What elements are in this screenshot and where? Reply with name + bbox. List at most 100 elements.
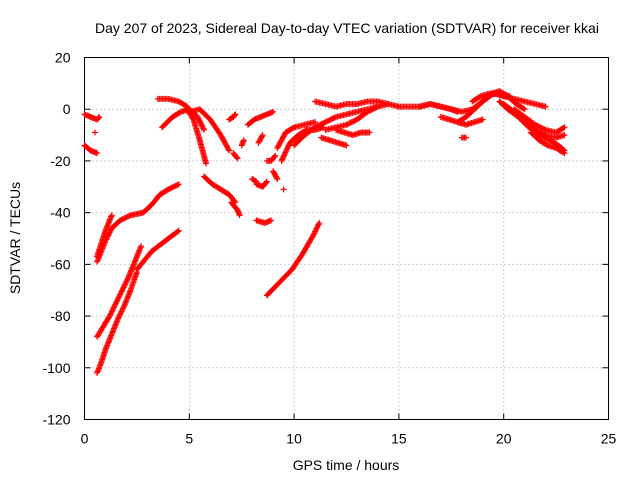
data-point: [270, 108, 277, 115]
series-arc-q: [238, 137, 247, 149]
data-point: [561, 150, 568, 157]
data-point: [367, 107, 374, 114]
series-arc-x: [270, 168, 281, 183]
series-arc-l: [186, 106, 233, 154]
data-point: [532, 121, 539, 128]
data-point: [200, 126, 207, 133]
x-axis-label: GPS time / hours: [293, 457, 400, 473]
data-point: [117, 217, 124, 224]
data-point: [285, 142, 292, 149]
data-point: [91, 129, 98, 136]
data-point: [325, 117, 332, 124]
data-point: [259, 132, 266, 139]
data-point: [385, 101, 392, 108]
data-point: [314, 123, 321, 130]
data-point: [346, 120, 353, 127]
data-point: [351, 117, 358, 124]
data-point: [123, 214, 130, 221]
data-point: [538, 124, 545, 131]
series-arc-p: [230, 150, 241, 162]
data-point: [171, 183, 178, 190]
series-arc-u: [253, 178, 270, 190]
data-point: [541, 126, 548, 133]
data-point: [174, 181, 181, 188]
data-point: [561, 124, 568, 131]
data-point: [326, 117, 333, 124]
data-point: [364, 108, 371, 115]
data-point: [329, 115, 336, 122]
series-arc-ac: [291, 103, 381, 149]
data-point: [124, 213, 131, 220]
data-point: [232, 111, 239, 118]
series-arc-h: [133, 227, 182, 273]
data-point: [561, 132, 568, 139]
data-point: [330, 115, 337, 122]
data-point: [520, 105, 527, 112]
data-point: [279, 155, 286, 162]
data-point: [289, 125, 296, 132]
data-point: [126, 212, 133, 219]
data-point: [348, 119, 355, 126]
data-point: [347, 119, 354, 126]
data-point: [119, 216, 126, 223]
data-point: [240, 137, 247, 144]
data-point: [272, 152, 279, 159]
data-point: [533, 122, 540, 129]
data-point: [231, 112, 238, 119]
data-point: [462, 134, 469, 141]
data-point: [368, 106, 375, 113]
x-tick-label: 25: [601, 431, 617, 447]
x-tick-label: 5: [185, 431, 193, 447]
data-point: [321, 119, 328, 126]
data-point: [323, 118, 330, 125]
series-arc-ae: [322, 101, 392, 133]
y-tick-label: -60: [50, 256, 70, 272]
series-arc-o: [228, 199, 243, 219]
data-point: [183, 102, 190, 109]
series-arc-v: [255, 132, 266, 146]
y-tick-label: -120: [42, 412, 70, 428]
data-point: [94, 150, 101, 157]
series-arc-w: [263, 152, 279, 164]
data-point: [268, 217, 275, 224]
data-point: [316, 219, 323, 226]
data-point: [282, 149, 289, 156]
y-tick-label: -100: [42, 360, 70, 376]
series-arc-c: [91, 129, 98, 136]
data-point: [170, 183, 177, 190]
data-point: [373, 104, 380, 111]
y-tick-label: 0: [63, 101, 71, 117]
data-point: [479, 116, 486, 123]
data-point: [312, 119, 319, 126]
series-arc-n: [226, 111, 239, 123]
data-point: [236, 212, 243, 219]
data-point: [122, 214, 129, 221]
series-arc-b: [81, 142, 101, 157]
data-point: [175, 227, 182, 234]
series-arc-i: [159, 106, 207, 133]
chart-title: Day 207 of 2023, Sidereal Day-to-day VTE…: [95, 20, 599, 36]
data-point: [226, 147, 233, 154]
x-tick-label: 20: [496, 431, 512, 447]
data-point: [318, 121, 325, 128]
series-arc-t: [253, 217, 275, 226]
data-point: [169, 184, 176, 191]
series-arc-as: [527, 129, 568, 157]
data-point: [174, 228, 181, 235]
data-point: [369, 106, 376, 113]
plot-frame: [84, 57, 609, 420]
series-arc-y: [280, 186, 287, 193]
data-point: [331, 114, 338, 121]
data-point: [533, 127, 540, 134]
data-point: [225, 146, 232, 153]
data-point: [281, 150, 288, 157]
data-point: [173, 182, 180, 189]
data-point: [284, 145, 291, 152]
data-point: [541, 131, 548, 138]
series-arc-z: [263, 219, 323, 299]
data-point: [203, 160, 210, 167]
y-tick-label: -80: [50, 308, 70, 324]
y-tick-label: -20: [50, 153, 70, 169]
data-point: [280, 186, 287, 193]
